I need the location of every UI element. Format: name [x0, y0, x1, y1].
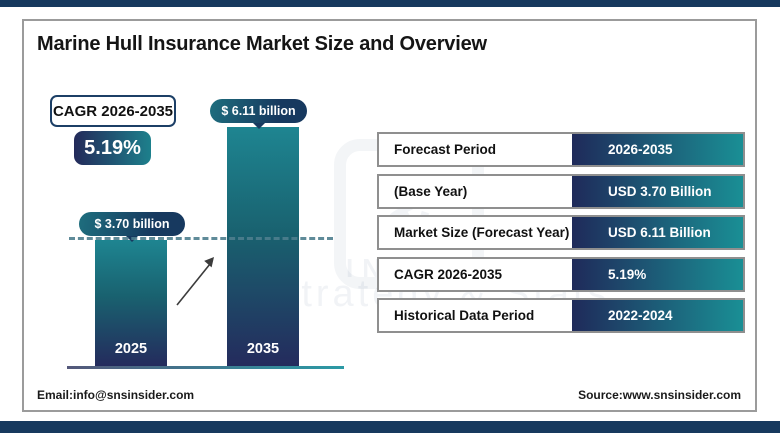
table-row-value: 2022-2024 — [572, 300, 743, 331]
bar-2025: 2025 — [95, 240, 167, 366]
bottom-accent-strip — [0, 421, 780, 433]
table-row: (Base Year) USD 3.70 Billion — [377, 173, 745, 209]
bar-category-label-2025: 2025 — [114, 341, 148, 357]
table-row: CAGR 2026-2035 5.19% — [377, 256, 745, 292]
bar-2035: 2035 — [227, 127, 299, 366]
pill-pointer-icon — [252, 123, 265, 129]
table-row-label: Forecast Period — [394, 142, 497, 157]
table-row: Forecast Period 2026-2035 — [377, 132, 745, 167]
table-row-value: 2026-2035 — [572, 134, 743, 165]
table-row-label: Market Size (Forecast Year) — [394, 225, 570, 240]
bar-value-label-2035: $ 6.11 billion — [221, 104, 296, 118]
bar-value-pill-2035: $ 6.11 billion — [210, 99, 307, 129]
footer-email: Email:info@snsinsider.com — [37, 388, 195, 402]
x-axis-baseline — [67, 366, 344, 369]
bar-category-label-2035: 2035 — [246, 341, 280, 357]
cagr-period-label: CAGR 2026-2035 — [52, 102, 174, 120]
table-row-value: USD 6.11 Billion — [572, 217, 743, 248]
cagr-period-box: CAGR 2026-2035 — [50, 95, 176, 127]
top-accent-strip — [0, 0, 780, 7]
page-title: Marine Hull Insurance Market Size and Ov… — [37, 33, 487, 55]
table-row-label: (Base Year) — [394, 183, 468, 199]
cagr-value-badge: 5.19% — [74, 131, 151, 165]
table-row: Market Size (Forecast Year) USD 6.11 Bil… — [377, 215, 745, 250]
growth-arrow-icon — [176, 257, 214, 306]
bar-value-label-2025: $ 3.70 billion — [94, 217, 170, 231]
bar-value-pill-2025: $ 3.70 billion — [79, 212, 185, 242]
footer-source: Source:www.snsinsider.com — [578, 388, 741, 402]
table-row-value: 5.19% — [572, 258, 743, 290]
table-row-value: USD 3.70 Billion — [572, 175, 743, 207]
table-row: Historical Data Period 2022-2024 — [377, 298, 745, 333]
table-row-label: CAGR 2026-2035 — [394, 266, 503, 282]
table-row-label: Historical Data Period — [394, 308, 535, 323]
summary-table: Forecast Period 2026-2035 (Base Year) US… — [377, 132, 745, 333]
reference-dashed-line — [69, 237, 333, 240]
cagr-value-label: 5.19% — [84, 136, 141, 159]
infographic-frame: & INSIDER Strategy & Stats Marine Hull I… — [22, 19, 757, 412]
